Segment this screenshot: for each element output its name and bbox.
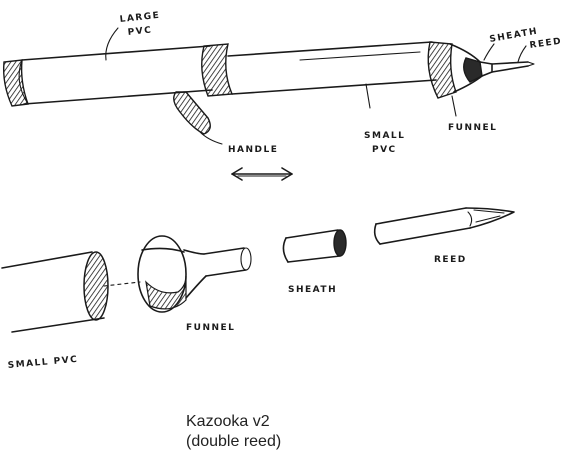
handle (173, 91, 211, 135)
funnel-bottom (137, 235, 252, 313)
leader-sheath (483, 43, 495, 61)
label-handle: HANDLE (228, 145, 278, 155)
label-small-pvc-top-1: SMALL (364, 131, 405, 141)
label-funnel-top: FUNNEL (448, 123, 497, 133)
sheath-bottom (282, 229, 347, 263)
label-small-pvc-top-2: PVC (372, 145, 397, 155)
label-sheath-bottom: SHEATH (288, 285, 337, 295)
caption-title: Kazooka v2 (186, 413, 270, 430)
caption-subtitle: (double reed) (186, 433, 282, 450)
double-arrow (231, 167, 293, 181)
reed-bottom (373, 207, 515, 245)
large-pvc-tube (2, 43, 234, 107)
label-funnel-bottom: FUNNEL (186, 323, 235, 333)
caption: Kazooka v2 (double reed) (186, 412, 281, 452)
small-pvc-tube (227, 41, 437, 95)
funnel-top (427, 41, 483, 99)
leader-funnel (451, 95, 457, 117)
leader-small-pvc (365, 83, 371, 109)
label-small-pvc-bottom: SMALL PVC (7, 355, 78, 371)
label-large-pvc-2: PVC (127, 25, 153, 38)
label-reed-top: REED (529, 37, 563, 51)
sheath-reed-top (479, 61, 535, 77)
assembled-view (2, 27, 535, 181)
leader-handle (199, 131, 223, 145)
label-large-pvc-1: LARGE (119, 11, 160, 25)
leader-large-pvc (105, 27, 119, 61)
label-reed-bottom: REED (434, 255, 467, 265)
exploded-view (1, 207, 515, 333)
leader-reed (517, 45, 527, 63)
small-pvc-bottom (1, 251, 141, 333)
